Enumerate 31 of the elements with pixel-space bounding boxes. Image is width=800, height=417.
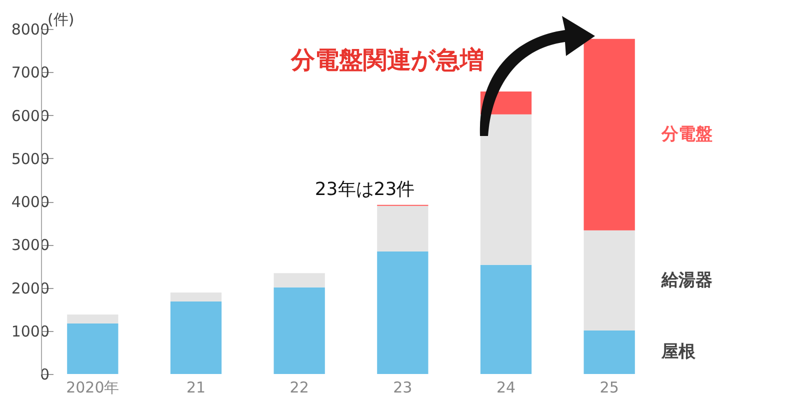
- bar: [274, 287, 325, 374]
- annotation: 分電盤関連が急増: [290, 46, 484, 74]
- bar: [377, 252, 428, 374]
- bar: [170, 302, 222, 374]
- y-tick-label: 3000: [11, 236, 50, 254]
- x-tick-label: 24: [496, 378, 516, 396]
- y-axis-title: (件): [48, 10, 74, 28]
- x-tick-label: 23: [393, 378, 412, 396]
- x-tick-label: 21: [186, 378, 206, 396]
- series-label: 給湯器: [660, 270, 712, 290]
- series-label: 屋根: [660, 342, 696, 362]
- bar: [377, 206, 428, 252]
- y-tick-label: 1000: [11, 322, 50, 340]
- bar: [67, 314, 118, 324]
- bar: [584, 330, 635, 374]
- y-tick-label: 5000: [11, 150, 50, 168]
- y-tick-label: 4000: [11, 193, 50, 211]
- x-tick-label: 2020年: [66, 378, 120, 396]
- bar: [480, 264, 532, 374]
- y-tick-label: 2000: [11, 279, 50, 298]
- bar: [67, 324, 118, 374]
- annotation: 23年は23件: [314, 178, 415, 200]
- bar: [170, 292, 222, 302]
- y-tick-label: 8000: [11, 20, 50, 38]
- bar: [274, 273, 325, 288]
- x-tick-label: 22: [290, 378, 309, 396]
- y-tick-label: 7000: [11, 64, 50, 82]
- x-tick-label: 25: [600, 378, 619, 396]
- bar: [584, 230, 635, 330]
- y-tick-label: 6000: [11, 106, 50, 125]
- series-label: 分電盤: [660, 124, 712, 145]
